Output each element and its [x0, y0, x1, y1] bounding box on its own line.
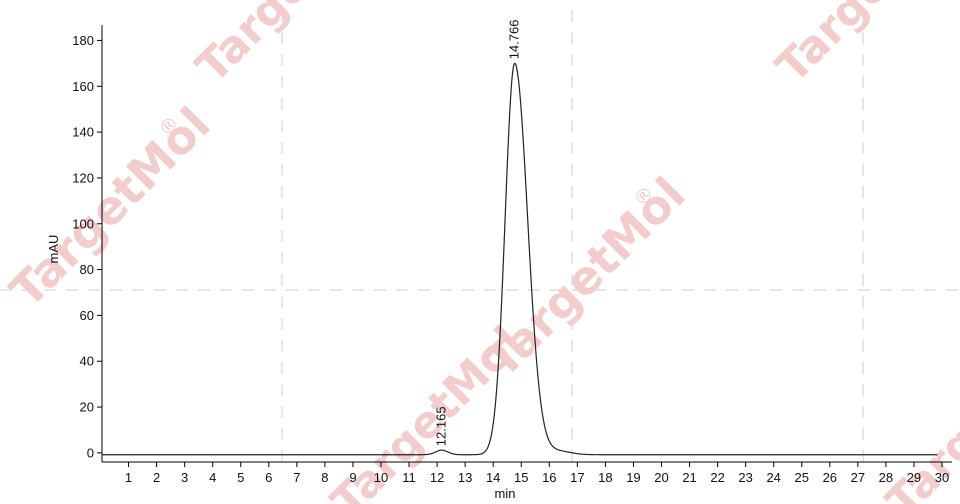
x-tick-label: 12 — [430, 470, 444, 485]
x-tick-label: 6 — [265, 470, 272, 485]
y-tick-label: 60 — [80, 308, 94, 323]
peak-label: 12.165 — [434, 406, 449, 446]
tick-marks — [97, 39, 943, 467]
x-tick-label: 8 — [321, 470, 328, 485]
x-tick-label: 1 — [125, 470, 132, 485]
x-tick-label: 28 — [879, 470, 893, 485]
labels-layer: 1 2 3 4 5 6 7 8 9 10 11 12 13 14 15 16 17 18 19 20 21 22 23 24 2… — [72, 20, 949, 485]
x-tick-label: 13 — [458, 470, 472, 485]
x-tick-label: 7 — [293, 470, 300, 485]
x-tick-label: 22 — [710, 470, 724, 485]
y-tick-label: 0 — [87, 445, 94, 460]
x-tick-label: 15 — [514, 470, 528, 485]
x-tick-label: 20 — [654, 470, 668, 485]
x-tick-label: 10 — [374, 470, 388, 485]
watermark-text: TargetMol — [187, 0, 398, 93]
chromatogram-trace — [101, 62, 938, 456]
y-tick-label: 100 — [72, 216, 94, 231]
x-tick-label: 26 — [823, 470, 837, 485]
trace-layer — [101, 62, 938, 456]
x-tick-label: 21 — [682, 470, 696, 485]
watermark-logo: TargetMol® — [0, 97, 221, 318]
x-tick-label: 4 — [209, 470, 216, 485]
watermark-logo: TargetMol® — [187, 0, 398, 93]
x-tick-label: 5 — [237, 470, 244, 485]
x-tick-label: 30 — [935, 470, 949, 485]
x-tick-label: 19 — [626, 470, 640, 485]
y-tick-label: 40 — [80, 354, 94, 369]
y-tick-label: 80 — [80, 262, 94, 277]
x-tick-label: 11 — [402, 470, 416, 485]
y-tick-label: 180 — [72, 33, 94, 48]
y-tick-label: 120 — [72, 170, 94, 185]
x-tick-label: 27 — [851, 470, 865, 485]
watermark-text: TargetMol — [0, 97, 221, 318]
x-tick-label: 3 — [181, 470, 188, 485]
x-axis-title: min — [495, 486, 516, 501]
x-tick-label: 18 — [598, 470, 612, 485]
y-tick-label: 20 — [80, 400, 94, 415]
y-tick-label: 160 — [72, 79, 94, 94]
x-tick-label: 29 — [907, 470, 921, 485]
x-tick-label: 25 — [795, 470, 809, 485]
x-tick-label: 9 — [349, 470, 356, 485]
x-tick-label: 24 — [766, 470, 780, 485]
y-axis-title: mAU — [46, 235, 61, 264]
x-tick-label: 2 — [153, 470, 160, 485]
x-tick-label: 16 — [542, 470, 556, 485]
x-tick-label: 17 — [570, 470, 584, 485]
y-tick-label: 140 — [72, 125, 94, 140]
x-tick-label: 14 — [486, 470, 500, 485]
x-tick-label: 23 — [738, 470, 752, 485]
axes — [101, 25, 952, 463]
peak-label: 14.766 — [507, 20, 522, 60]
